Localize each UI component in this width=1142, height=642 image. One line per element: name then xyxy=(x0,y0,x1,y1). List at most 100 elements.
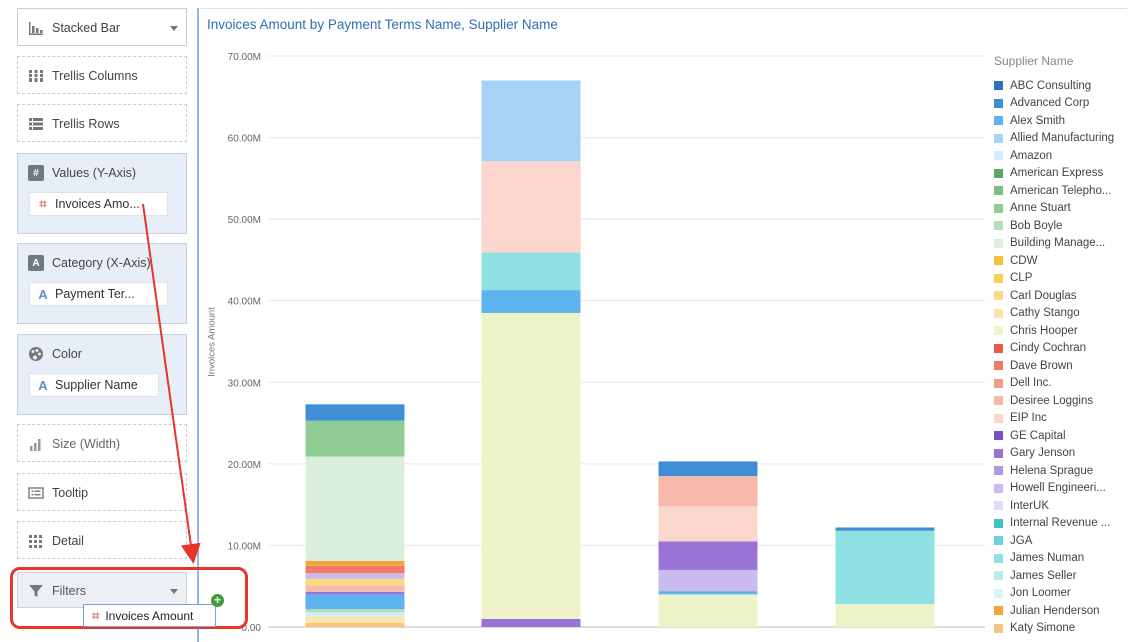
legend-swatch xyxy=(994,238,1003,248)
legend-item[interactable]: Anne Stuart xyxy=(994,200,1071,217)
bar-segment[interactable] xyxy=(658,594,758,627)
legend-item[interactable]: Dell Inc. xyxy=(994,375,1052,392)
legend-item[interactable]: CDW xyxy=(994,252,1037,269)
bar-segment[interactable] xyxy=(481,618,581,627)
legend-item[interactable]: Howell Engineeri... xyxy=(994,480,1106,497)
trellis-rows-label: Trellis Rows xyxy=(52,117,120,131)
bar-segment[interactable] xyxy=(658,476,758,507)
legend-item[interactable]: ABC Consulting xyxy=(994,77,1091,94)
bar-segment[interactable] xyxy=(481,80,581,162)
bar-segment[interactable] xyxy=(305,565,405,574)
legend-item[interactable]: Allied Manufacturing xyxy=(994,130,1114,147)
bar-stack[interactable] xyxy=(658,461,758,627)
legend-item[interactable]: CLP xyxy=(994,270,1032,287)
legend-item[interactable]: EIP Inc xyxy=(994,410,1047,427)
legend-item[interactable]: Dave Brown xyxy=(994,357,1073,374)
legend-item[interactable]: Amazon xyxy=(994,147,1052,164)
supplier-name-pill[interactable]: A Supplier Name xyxy=(29,373,159,397)
legend-swatch xyxy=(994,256,1003,265)
filters-label: Filters xyxy=(52,584,87,598)
legend-item[interactable]: Internal Revenue ... xyxy=(994,515,1110,532)
bar-segment[interactable] xyxy=(305,404,405,421)
legend-label: American Express xyxy=(1010,167,1104,179)
legend-item[interactable]: Building Manage... xyxy=(994,235,1105,252)
dragged-invoices-amount-token[interactable]: ⌗ Invoices Amount xyxy=(83,604,216,627)
grammar-panel: Stacked Bar Trellis Columns Trellis Rows… xyxy=(0,0,198,642)
legend-swatch xyxy=(994,326,1003,335)
legend-item[interactable]: JGA xyxy=(994,532,1032,549)
bar-segment[interactable] xyxy=(835,604,935,627)
bar-segment[interactable] xyxy=(658,541,758,570)
legend-label: CDW xyxy=(1010,254,1038,267)
tooltip-well[interactable]: Tooltip xyxy=(17,473,187,511)
bar-segment[interactable] xyxy=(658,506,758,542)
bar-segment[interactable] xyxy=(835,527,935,531)
bar-stack[interactable] xyxy=(481,80,581,627)
bar-segment[interactable] xyxy=(658,591,758,595)
legend-item[interactable]: Carl Douglas xyxy=(994,287,1076,304)
bar-segment[interactable] xyxy=(835,530,935,605)
legend-swatch xyxy=(994,413,1003,423)
legend-item[interactable]: American Telepho... xyxy=(994,182,1111,199)
bar-segment[interactable] xyxy=(481,290,581,313)
bar-segment[interactable] xyxy=(305,456,405,561)
category-x-axis-label: Category (X-Axis) xyxy=(52,256,151,270)
legend-item[interactable]: Bob Boyle xyxy=(994,217,1062,234)
bar-stack[interactable] xyxy=(835,527,935,627)
legend-item[interactable]: Desiree Loggins xyxy=(994,392,1093,409)
bar-segment[interactable] xyxy=(305,560,405,566)
trellis-rows-well[interactable]: Trellis Rows xyxy=(17,104,187,142)
legend-label: Dave Brown xyxy=(1010,359,1073,372)
legend-item[interactable]: InterUK xyxy=(994,497,1049,514)
legend-item[interactable]: James Seller xyxy=(994,567,1076,584)
bar-segment[interactable] xyxy=(481,252,581,291)
bar-segment[interactable] xyxy=(305,573,405,579)
bar-stack[interactable] xyxy=(305,404,405,627)
legend-item[interactable]: Jon Loomer xyxy=(994,585,1071,602)
filters-dropdown[interactable]: Filters xyxy=(17,572,187,608)
legend-item[interactable]: Helena Sprague xyxy=(994,462,1093,479)
bar-segment[interactable] xyxy=(305,591,405,595)
bar-segment[interactable] xyxy=(481,312,581,619)
payment-terms-pill[interactable]: A Payment Ter... xyxy=(29,282,168,306)
bar-segment[interactable] xyxy=(481,161,581,253)
legend-item[interactable]: GE Capital xyxy=(994,427,1066,444)
chart-type-dropdown[interactable]: Stacked Bar xyxy=(17,8,187,46)
bar-segment[interactable] xyxy=(305,612,405,617)
legend-label: Julian Henderson xyxy=(1010,604,1100,617)
values-y-axis-label: Values (Y-Axis) xyxy=(52,166,137,180)
legend-item[interactable]: Gary Jenson xyxy=(994,445,1075,462)
legend-item[interactable]: James Numan xyxy=(994,550,1084,567)
bar-segment[interactable] xyxy=(658,569,758,592)
legend-item[interactable]: Julian Henderson xyxy=(994,602,1100,619)
bar-segment[interactable] xyxy=(305,585,405,592)
legend-item[interactable]: Cathy Stango xyxy=(994,305,1080,322)
legend-item[interactable]: Alex Smith xyxy=(994,112,1065,129)
bar-segment[interactable] xyxy=(305,420,405,457)
legend-item[interactable]: Advanced Corp xyxy=(994,95,1089,112)
legend-item[interactable]: Katy Simone xyxy=(994,620,1075,637)
legend-label: Katy Simone xyxy=(1010,622,1076,634)
bar-segment[interactable] xyxy=(305,622,405,627)
panel-divider[interactable] xyxy=(197,8,199,642)
legend-label: Helena Sprague xyxy=(1010,464,1094,477)
legend-item[interactable]: American Express xyxy=(994,165,1103,182)
size-width-well[interactable]: Size (Width) xyxy=(17,424,187,462)
bar-segment[interactable] xyxy=(305,578,405,586)
color-well[interactable]: Color A Supplier Name xyxy=(17,334,187,415)
y-tick-label: 0.00 xyxy=(242,623,262,634)
legend-label: Jon Loomer xyxy=(1010,587,1071,599)
values-y-axis-well[interactable]: # Values (Y-Axis) ⌗ Invoices Amo... xyxy=(17,153,187,234)
detail-well[interactable]: Detail xyxy=(17,521,187,559)
bar-segment[interactable] xyxy=(658,461,758,477)
bar-segment[interactable] xyxy=(305,609,405,613)
canvas-top-border xyxy=(199,8,1127,9)
legend-item[interactable]: Cindy Cochran xyxy=(994,340,1086,357)
legend-item[interactable]: Chris Hooper xyxy=(994,322,1078,339)
chevron-down-icon xyxy=(170,589,178,594)
bar-segment[interactable] xyxy=(305,594,405,610)
bar-segment[interactable] xyxy=(305,616,405,623)
trellis-columns-well[interactable]: Trellis Columns xyxy=(17,56,187,94)
legend-label: Cindy Cochran xyxy=(1010,342,1087,354)
